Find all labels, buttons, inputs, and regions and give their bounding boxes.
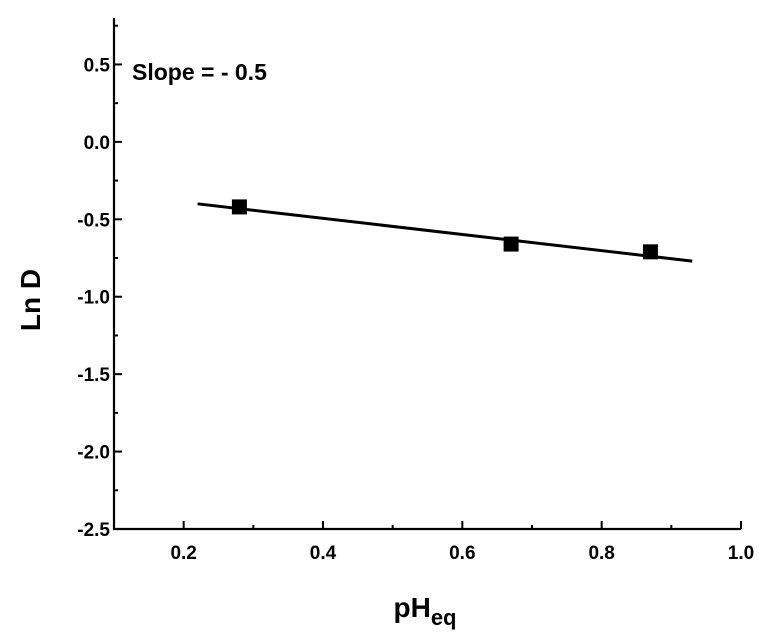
x-tick-label: 0.4 (310, 543, 337, 564)
x-axis-title: pHeq (393, 592, 456, 630)
y-tick-label: -2.0 (77, 443, 110, 464)
y-tick-label: -1.0 (77, 288, 110, 309)
x-tick-label: 0.8 (588, 543, 614, 564)
y-tick-label: -2.5 (77, 520, 110, 541)
axes (112, 18, 741, 531)
annotation-slope: Slope = - 0.5 (132, 59, 267, 85)
y-tick-label: -1.5 (77, 365, 110, 386)
x-tick-label: 1.0 (728, 543, 754, 564)
x-tick-label: 0.2 (170, 543, 196, 564)
y-tick-label: -0.5 (77, 210, 110, 231)
data-point-square (642, 244, 658, 260)
x-tick-label: 0.6 (449, 543, 475, 564)
data-point-square (503, 236, 519, 252)
y-tick-label: 0.0 (84, 133, 110, 154)
data-points (231, 199, 658, 260)
data-point-square (231, 199, 247, 215)
y-tick-label: 0.5 (84, 55, 111, 76)
fit-line-group (197, 202, 693, 263)
y-axis-title: Ln D (15, 269, 46, 331)
x-axis-title-sub: eq (431, 605, 457, 630)
fit-line (197, 202, 693, 263)
x-axis-title-main: pH (393, 592, 430, 623)
ticks: 0.5 0.0 -0.5 -1.0 -1.5 -2.0 -2.5 0.2 0.4 0.6 0.8 1.… (77, 24, 754, 564)
